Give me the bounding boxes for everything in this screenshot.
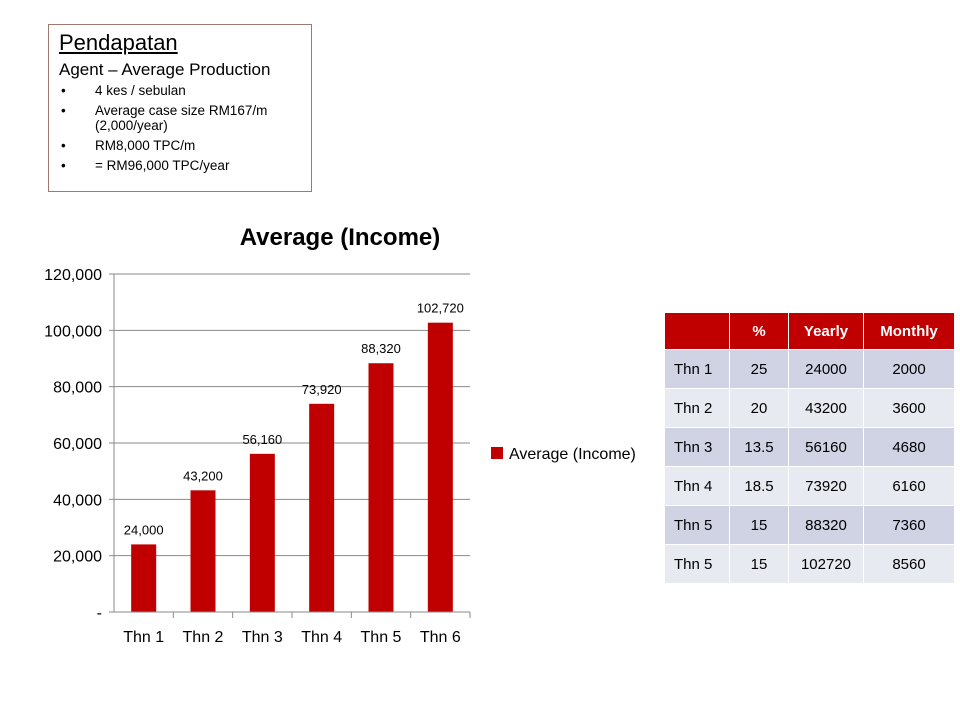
table-cell: 25	[729, 349, 789, 389]
table-cell: 7360	[863, 505, 955, 545]
legend-swatch	[491, 447, 503, 459]
table-cell: Thn 5	[664, 505, 730, 545]
table-header-cell: Yearly	[788, 312, 864, 350]
info-bullet-text: Average case size RM167/m (2,000/year)	[95, 103, 268, 133]
x-tick-label: Thn 3	[242, 629, 283, 646]
table-cell: 20	[729, 388, 789, 428]
table-cell: Thn 4	[664, 466, 730, 506]
x-tick-label: Thn 2	[183, 629, 224, 646]
y-tick-label: 20,000	[53, 549, 102, 566]
data-label: 43,200	[183, 468, 223, 483]
data-label: 73,920	[302, 382, 342, 397]
table-cell: 2000	[863, 349, 955, 389]
y-tick-label: 120,000	[44, 267, 102, 284]
chart-gridlines	[114, 273, 470, 557]
info-bullet-item: • RM8,000 TPC/m	[59, 138, 301, 153]
chart-bars	[131, 322, 453, 612]
y-tick-label: 40,000	[53, 492, 102, 509]
y-tick-label: 100,000	[44, 323, 102, 340]
table-cell: 3600	[863, 388, 955, 428]
x-tick-label: Thn 6	[420, 629, 461, 646]
info-subtitle: Agent – Average Production	[59, 60, 271, 79]
info-title: Pendapatan	[59, 30, 178, 55]
table-header-row: % Yearly Monthly	[664, 312, 955, 350]
data-label: 56,160	[242, 432, 282, 447]
legend-label: Average (Income)	[509, 446, 636, 463]
table-cell: 43200	[788, 388, 864, 428]
data-label: 24,000	[124, 522, 164, 537]
table-cell: 56160	[788, 427, 864, 467]
chart-axes: - 20,000 40,000 60,000 80,000 100,000 120,000 T…	[44, 267, 471, 646]
x-tick-label: Thn 1	[123, 629, 164, 646]
info-bullet-list: • 4 kes / sebulan • Average case size RM16…	[59, 83, 301, 173]
bullet-icon: •	[61, 103, 66, 118]
info-bullet-item: • Average case size RM167/m (2,000/year)	[59, 103, 301, 133]
table-cell: 13.5	[729, 427, 789, 467]
table-cell: 8560	[863, 544, 955, 584]
table-cell: 102720	[788, 544, 864, 584]
info-bullet-text: RM8,000 TPC/m	[95, 138, 196, 153]
bar	[309, 403, 335, 612]
table-cell: Thn 5	[664, 544, 730, 584]
bullet-icon: •	[61, 138, 66, 153]
table-cell: 24000	[788, 349, 864, 389]
income-table: % Yearly Monthly Thn 1 25 24000 2000 Thn…	[664, 312, 955, 584]
bar	[427, 322, 453, 612]
bullet-icon: •	[61, 158, 66, 173]
info-box: Pendapatan Agent – Average Production • 4…	[48, 24, 312, 192]
table-row: Thn 5 15 102720 8560	[664, 544, 955, 584]
table-cell: 73920	[788, 466, 864, 506]
bar	[249, 453, 275, 612]
chart-legend: Average (Income)	[491, 446, 636, 463]
bullet-icon: •	[61, 83, 66, 98]
table-cell: 4680	[863, 427, 955, 467]
data-label: 102,720	[417, 301, 464, 316]
y-tick-label: 80,000	[53, 380, 102, 397]
table-cell: 6160	[863, 466, 955, 506]
y-tick-label: -	[97, 605, 102, 622]
bar	[368, 363, 394, 612]
bar	[131, 544, 157, 612]
data-label: 88,320	[361, 341, 401, 356]
info-bullet-text: = RM96,000 TPC/year	[95, 158, 230, 173]
info-bullet-item: • 4 kes / sebulan	[59, 83, 301, 98]
table-cell: Thn 2	[664, 388, 730, 428]
table-header-cell: %	[729, 312, 789, 350]
income-bar-chart: Average (Income) 24,000 43,200 56,160 73,92…	[44, 224, 636, 646]
y-tick-label: 60,000	[53, 436, 102, 453]
info-bullet-text: 4 kes / sebulan	[95, 83, 186, 98]
table-cell: 18.5	[729, 466, 789, 506]
chart-data-labels: 24,000 43,200 56,160 73,920 88,320 102,720	[124, 301, 464, 538]
chart-title: Average (Income)	[240, 224, 441, 251]
table-row: Thn 2 20 43200 3600	[664, 388, 955, 428]
x-tick-label: Thn 5	[361, 629, 402, 646]
table-cell: 15	[729, 544, 789, 584]
table-cell: Thn 1	[664, 349, 730, 389]
info-bullet-item: • = RM96,000 TPC/year	[59, 158, 301, 173]
table-row: Thn 3 13.5 56160 4680	[664, 427, 955, 467]
table-cell: 88320	[788, 505, 864, 545]
table-row: Thn 4 18.5 73920 6160	[664, 466, 955, 506]
table-header-cell	[664, 312, 730, 350]
table-row: Thn 5 15 88320 7360	[664, 505, 955, 545]
x-tick-label: Thn 4	[301, 629, 342, 646]
table-cell: Thn 3	[664, 427, 730, 467]
table-cell: 15	[729, 505, 789, 545]
bar	[190, 490, 216, 612]
table-row: Thn 1 25 24000 2000	[664, 349, 955, 389]
table-header-cell: Monthly	[863, 312, 955, 350]
